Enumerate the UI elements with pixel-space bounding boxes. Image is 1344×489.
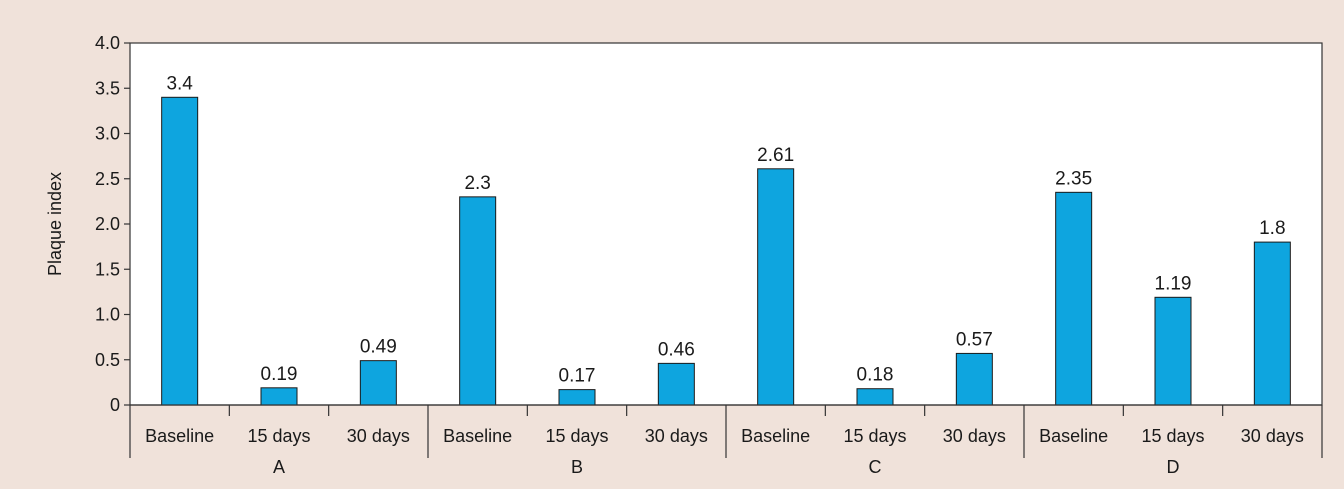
data-label: 3.4 <box>166 73 193 94</box>
bar-A-1 <box>161 96 199 406</box>
plot-area: 0 0.5 1.0 1.5 2.0 2.5 3.0 3.5 4.0 Plaque index 3.4… <box>45 33 1323 477</box>
y-tick-label: 4.0 <box>95 33 120 53</box>
data-label: 0.57 <box>956 329 993 350</box>
x-category-label: Baseline <box>1039 426 1108 446</box>
data-label: 2.3 <box>464 173 490 194</box>
y-tick-label: 2.0 <box>95 214 120 234</box>
data-label: 0.19 <box>261 364 298 385</box>
y-tick-label: 1.0 <box>95 305 120 325</box>
y-axis-label: Plaque index <box>45 172 65 276</box>
data-label: 0.17 <box>559 366 596 387</box>
x-category-label: 15 days <box>843 426 906 446</box>
data-label: 0.49 <box>360 337 397 358</box>
y-tick-label: 0.5 <box>95 350 120 370</box>
data-label: 2.35 <box>1055 168 1092 189</box>
x-category-label: 15 days <box>247 426 310 446</box>
data-label: 0.46 <box>658 339 695 360</box>
x-group-label: D <box>1167 457 1180 477</box>
data-label: 2.61 <box>757 145 794 166</box>
x-category-label: Baseline <box>145 426 214 446</box>
x-group-label: B <box>571 457 583 477</box>
x-group-label: C <box>869 457 882 477</box>
bar-C-1 <box>757 168 795 406</box>
data-label: 1.8 <box>1259 218 1285 239</box>
y-tick-label: 3.0 <box>95 124 120 144</box>
bar-B-3 <box>657 362 695 406</box>
bar-D-1 <box>1055 191 1093 406</box>
bar-C-2 <box>856 388 894 406</box>
bar-D-2 <box>1154 296 1192 406</box>
bar-B-2 <box>558 389 596 406</box>
bar-C-3 <box>955 352 993 406</box>
y-tick-label: 3.5 <box>95 78 120 98</box>
x-category-label: Baseline <box>443 426 512 446</box>
y-tick-label: 1.5 <box>95 259 120 279</box>
x-category-label: 30 days <box>943 426 1006 446</box>
plot-frame <box>129 42 1323 406</box>
bar-A-3 <box>359 360 397 406</box>
bar-B-1 <box>459 196 497 406</box>
y-tick-label: 0 <box>110 395 120 415</box>
data-label: 1.19 <box>1155 273 1192 294</box>
y-tick-label: 2.5 <box>95 169 120 189</box>
x-group-label: A <box>273 457 285 477</box>
x-category-label: 15 days <box>1141 426 1204 446</box>
data-label: 0.18 <box>857 365 894 386</box>
x-category-label: 30 days <box>347 426 410 446</box>
x-category-label: 30 days <box>645 426 708 446</box>
x-category-label: 15 days <box>545 426 608 446</box>
x-category-label: Baseline <box>741 426 810 446</box>
bar-D-3 <box>1253 241 1291 406</box>
bar-A-2 <box>260 387 298 406</box>
x-category-label: 30 days <box>1241 426 1304 446</box>
